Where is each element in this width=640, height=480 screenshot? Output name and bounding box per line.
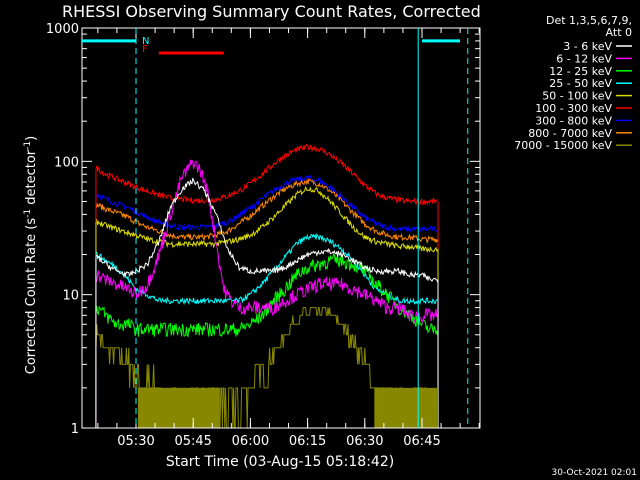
x-tick-label-3: 06:15 xyxy=(289,434,326,449)
low-count-band-1 xyxy=(374,387,439,428)
series-6-12-keV-line xyxy=(95,159,438,324)
legend-label-0: 3 - 6 keV xyxy=(563,40,612,53)
flag-label-F: F xyxy=(142,44,148,55)
y-axis-label-mid: detector xyxy=(24,149,39,209)
legend-header-0: Det 1,3,5,6,7,9, xyxy=(546,14,632,27)
legend-label-3: 25 - 50 keV xyxy=(549,77,612,90)
series-800-7000-keV-line xyxy=(95,177,439,244)
y-axis-label-end: ) xyxy=(24,136,39,141)
chart-title: RHESSI Observing Summary Count Rates, Co… xyxy=(62,2,481,21)
x-tick-label-4: 06:30 xyxy=(346,434,383,449)
y-tick-label-2: 100 xyxy=(54,155,79,170)
legend-label-4: 50 - 100 keV xyxy=(542,90,612,103)
y-tick-label-1: 10 xyxy=(62,289,79,304)
legend-label-2: 12 - 25 keV xyxy=(549,65,612,78)
legend-header-1: Att 0 xyxy=(606,26,632,39)
footer-timestamp: 30-Oct-2021 02:01 xyxy=(552,468,637,478)
series-100-300-keV-line xyxy=(95,143,438,206)
legend-label-6: 300 - 800 keV xyxy=(535,114,612,127)
y-axis-label-sup1: -1 xyxy=(23,209,33,218)
y-tick-label-0: 1 xyxy=(71,422,79,437)
legend-label-1: 6 - 12 keV xyxy=(556,52,612,65)
x-tick-label-2: 06:00 xyxy=(232,434,269,449)
y-tick-label-3: 1000 xyxy=(46,22,79,37)
series-12-25-keV-line xyxy=(95,254,439,338)
y-axis-label-main: Corrected Count Rate (s xyxy=(24,218,39,375)
legend-label-8: 7000 - 15000 keV xyxy=(514,139,612,152)
x-tick-label-0: 05:30 xyxy=(117,434,154,449)
series-300-800-keV-line xyxy=(95,174,439,234)
x-tick-label-1: 05:45 xyxy=(174,434,211,449)
x-axis-label: Start Time (03-Aug-15 05:18:42) xyxy=(166,454,394,470)
legend-label-7: 800 - 7000 keV xyxy=(528,127,612,140)
series-3-6-keV-line xyxy=(95,177,439,283)
flag-label-N: N xyxy=(142,36,149,47)
plot-area xyxy=(95,143,439,428)
y-axis-label-sup2: -1 xyxy=(23,141,33,150)
plot-frame xyxy=(81,27,481,429)
x-tick-label-5: 06:45 xyxy=(403,434,440,449)
legend-label-5: 100 - 300 keV xyxy=(535,102,612,115)
low-count-band-0 xyxy=(137,387,220,428)
series-50-100-keV-line xyxy=(95,185,438,254)
y-axis-label: Corrected Count Rate (s-1 detector-1) xyxy=(23,136,39,374)
